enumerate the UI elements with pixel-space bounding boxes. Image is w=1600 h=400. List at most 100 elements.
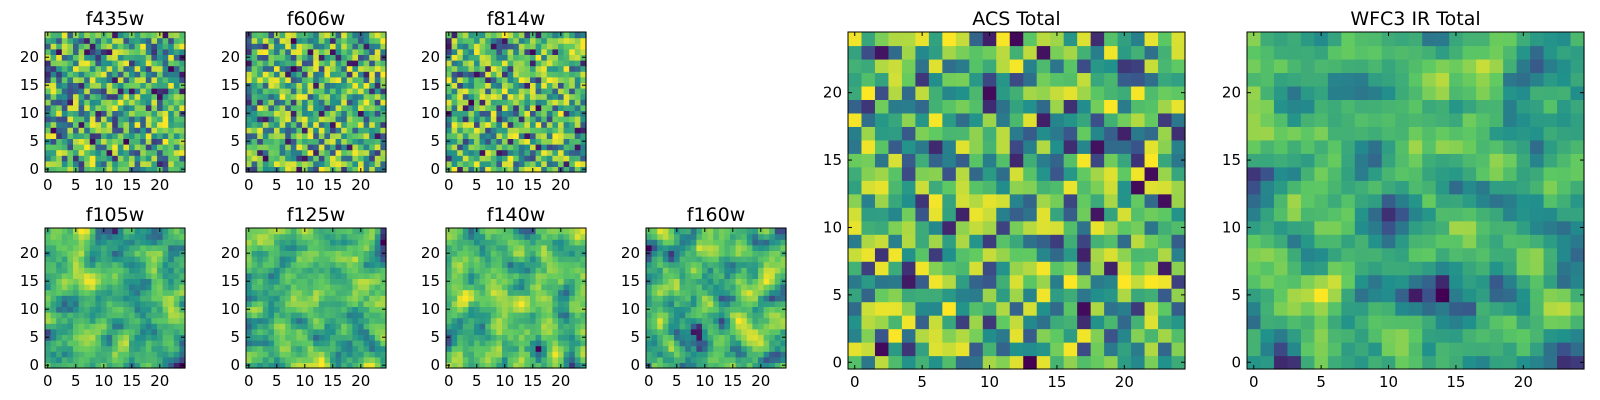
heatmap-cell: [134, 104, 141, 111]
heatmap-cell: [518, 340, 525, 347]
heatmap-cell: [78, 127, 85, 134]
heatmap-cell: [674, 306, 681, 313]
heatmap-cell: [513, 65, 520, 72]
heatmap-cell: [56, 228, 63, 235]
heatmap-cell: [262, 323, 269, 330]
heatmap-cell: [707, 334, 714, 341]
heatmap-cell: [651, 244, 658, 251]
heatmap-cell: [928, 274, 943, 289]
heatmap-cell: [324, 284, 331, 291]
heatmap-cell: [50, 144, 57, 151]
heatmap-cell: [563, 116, 570, 123]
heatmap-cell: [730, 244, 737, 251]
heatmap-cell: [363, 99, 370, 106]
axes-frame: [645, 227, 787, 369]
heatmap-cell: [296, 362, 303, 369]
heatmap-cell: [474, 116, 481, 123]
heatmap-cell: [162, 71, 169, 78]
heatmap-cell: [1158, 247, 1173, 262]
heatmap-cell: [502, 43, 509, 50]
heatmap-cell: [268, 99, 275, 106]
heatmap-cell: [318, 54, 325, 61]
heatmap-cell: [474, 328, 481, 335]
heatmap-cell: [129, 116, 136, 123]
heatmap-cell: [123, 250, 130, 257]
heatmap-cell: [173, 272, 180, 279]
heatmap-cell: [552, 166, 559, 173]
heatmap-cell: [518, 244, 525, 251]
heatmap-cell: [123, 244, 130, 251]
heatmap-cell: [552, 312, 559, 319]
heatmap-cell: [179, 233, 186, 240]
heatmap-cell: [496, 166, 503, 173]
heatmap-cell: [524, 37, 531, 44]
heatmap-cell: [752, 267, 759, 274]
heatmap-cell: [563, 93, 570, 100]
heatmap-cell: [318, 278, 325, 285]
heatmap-cell: [446, 312, 453, 319]
heatmap-cell: [157, 132, 164, 139]
heatmap-cell: [546, 82, 553, 89]
heatmap-cell: [380, 43, 387, 50]
heatmap-cell: [173, 278, 180, 285]
heatmap-cell: [457, 328, 464, 335]
heatmap-cell: [162, 149, 169, 156]
heatmap-cell: [335, 345, 342, 352]
heatmap-cell: [861, 355, 876, 370]
heatmap-cell: [530, 144, 537, 151]
heatmap-cell: [112, 345, 119, 352]
heatmap-cell: [746, 250, 753, 257]
heatmap-cell: [89, 160, 96, 167]
heatmap-cell: [558, 132, 565, 139]
heatmap-cell: [324, 267, 331, 274]
heatmap-cell: [335, 104, 342, 111]
heatmap-cell: [942, 315, 957, 330]
heatmap-cell: [89, 328, 96, 335]
heatmap-cell: [179, 256, 186, 263]
heatmap-cell: [279, 99, 286, 106]
heatmap-cell: [1117, 315, 1132, 330]
heatmap-cell: [318, 334, 325, 341]
heatmap-cell: [662, 256, 669, 263]
heatmap-cell: [507, 121, 514, 128]
heatmap-cell: [67, 93, 74, 100]
heatmap-cell: [346, 88, 353, 95]
heatmap-cell: [474, 88, 481, 95]
heatmap-cell: [129, 99, 136, 106]
heatmap-cell: [56, 239, 63, 246]
heatmap-cell: [168, 166, 175, 173]
heatmap-cell: [507, 65, 514, 72]
heatmap-cell: [541, 138, 548, 145]
heatmap-cell: [129, 272, 136, 279]
heatmap-cell: [546, 93, 553, 100]
heatmap-cell: [173, 228, 180, 235]
heatmap-cell: [530, 306, 537, 313]
heatmap-cell: [702, 278, 709, 285]
heatmap-cell: [151, 144, 158, 151]
heatmap-cell: [318, 345, 325, 352]
heatmap-cell: [302, 43, 309, 50]
heatmap-cell: [262, 48, 269, 55]
heatmap-cell: [874, 153, 890, 168]
heatmap-cell: [285, 32, 292, 39]
heatmap-cell: [446, 60, 453, 67]
heatmap-cell: [346, 317, 353, 324]
heatmap-cell: [969, 328, 984, 343]
heatmap-cell: [101, 48, 108, 55]
heatmap-cell: [324, 323, 331, 330]
heatmap-cell: [574, 278, 581, 285]
heatmap-cell: [741, 289, 748, 296]
heatmap-cell: [558, 37, 565, 44]
heatmap-cell: [746, 278, 753, 285]
heatmap-cell: [296, 104, 303, 111]
heatmap-cell: [758, 351, 765, 358]
heatmap-cell: [735, 345, 742, 352]
heatmap-cell: [106, 356, 113, 363]
heatmap-cell: [496, 267, 503, 274]
heatmap-cell: [569, 295, 576, 302]
heatmap-cell: [262, 166, 269, 173]
heatmap-cell: [735, 306, 742, 313]
heatmap-cell: [296, 340, 303, 347]
heatmap-cell: [246, 127, 253, 134]
heatmap-cell: [769, 284, 776, 291]
